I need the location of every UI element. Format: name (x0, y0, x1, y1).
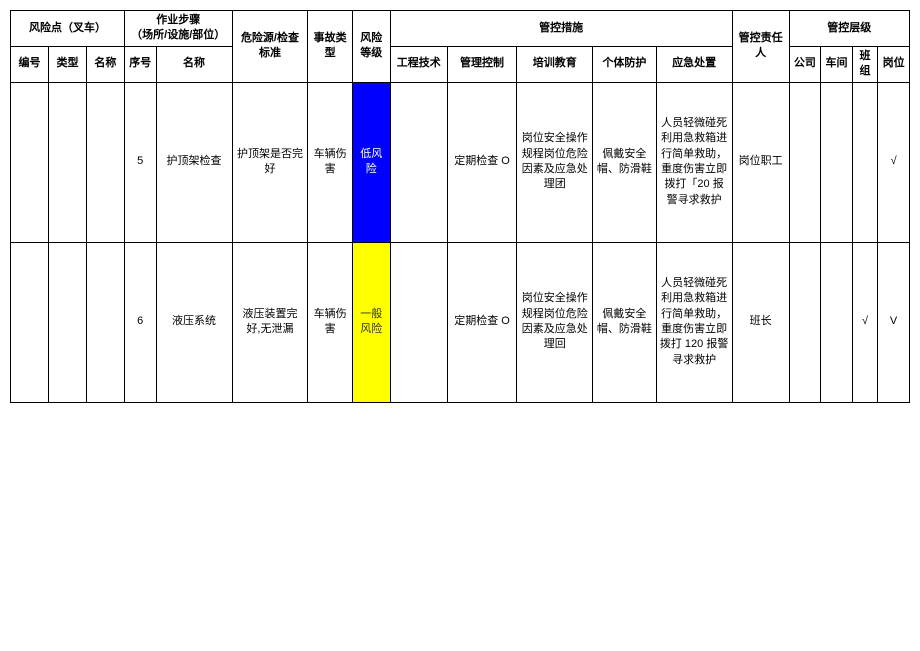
header-step-name: 名称 (156, 46, 232, 82)
cell-seq: 6 (124, 242, 156, 402)
header-company: 公司 (789, 46, 821, 82)
cell-name (86, 82, 124, 242)
cell-mgmt: 定期检查 O (447, 82, 517, 242)
header-mgmt: 管理控制 (447, 46, 517, 82)
header-shop: 车间 (821, 46, 853, 82)
cell-ppe: 佩戴安全帽、防滑鞋 (593, 82, 656, 242)
cell-resp: 班长 (732, 242, 789, 402)
header-risk-level: 风险等级 (352, 11, 390, 83)
cell-shop (821, 242, 853, 402)
header-eng: 工程技术 (390, 46, 447, 82)
cell-risk: 低风险 (352, 82, 390, 242)
cell-type (48, 242, 86, 402)
header-post: 岗位 (878, 46, 910, 82)
cell-eng (390, 82, 447, 242)
table-row: 6 液压系统 液压装置完好,无泄漏 车辆伤害 一般风险 定期检查 O 岗位安全操… (11, 242, 910, 402)
risk-assessment-table: 风险点（叉车） 作业步骤 （场所/设施/部位） 危险源/检查标准 事故类型 风险… (10, 10, 910, 403)
cell-team: √ (852, 242, 877, 402)
cell-shop (821, 82, 853, 242)
cell-company (789, 82, 821, 242)
header-work-step: 作业步骤 （场所/设施/部位） (124, 11, 232, 47)
cell-accident: 车辆伤害 (308, 242, 352, 402)
header-emerg: 应急处置 (656, 46, 732, 82)
cell-id (11, 242, 49, 402)
cell-step-name: 护顶架检查 (156, 82, 232, 242)
cell-ppe: 佩戴安全帽、防滑鞋 (593, 242, 656, 402)
cell-id (11, 82, 49, 242)
header-responsible: 管控责任人 (732, 11, 789, 83)
cell-company (789, 242, 821, 402)
cell-emerg: 人员轻微碰死利用急救箱进行简单救助，重度伤害立即拨打 120 报警寻求救护 (656, 242, 732, 402)
cell-seq: 5 (124, 82, 156, 242)
cell-train: 岗位安全操作规程岗位危险因素及应急处理回 (517, 242, 593, 402)
header-hazard: 危险源/检查标准 (232, 11, 308, 83)
header-train: 培训教育 (517, 46, 593, 82)
cell-hazard: 护顶架是否完好 (232, 82, 308, 242)
table-body: 5 护顶架检查 护顶架是否完好 车辆伤害 低风险 定期检查 O 岗位安全操作规程… (11, 82, 910, 402)
cell-accident: 车辆伤害 (308, 82, 352, 242)
cell-mgmt: 定期检查 O (447, 242, 517, 402)
header-type: 类型 (48, 46, 86, 82)
cell-type (48, 82, 86, 242)
header-seq: 序号 (124, 46, 156, 82)
cell-post: V (878, 242, 910, 402)
header-id: 编号 (11, 46, 49, 82)
cell-post: √ (878, 82, 910, 242)
cell-name (86, 242, 124, 402)
cell-risk: 一般风险 (352, 242, 390, 402)
header-accident: 事故类型 (308, 11, 352, 83)
header-ppe: 个体防护 (593, 46, 656, 82)
table-row: 5 护顶架检查 护顶架是否完好 车辆伤害 低风险 定期检查 O 岗位安全操作规程… (11, 82, 910, 242)
cell-resp: 岗位职工 (732, 82, 789, 242)
cell-train: 岗位安全操作规程岗位危险因素及应急处理团 (517, 82, 593, 242)
cell-emerg: 人员轻微碰死利用急救箱进行简单救助，重度伤害立即拨打「20 报警寻求救护 (656, 82, 732, 242)
cell-step-name: 液压系统 (156, 242, 232, 402)
header-row-1: 风险点（叉车） 作业步骤 （场所/设施/部位） 危险源/检查标准 事故类型 风险… (11, 11, 910, 47)
cell-team (852, 82, 877, 242)
header-team: 班组 (852, 46, 877, 82)
header-name: 名称 (86, 46, 124, 82)
header-control-level: 管控层级 (789, 11, 909, 47)
cell-eng (390, 242, 447, 402)
header-control-measures: 管控措施 (390, 11, 732, 47)
header-risk-point: 风险点（叉车） (11, 11, 125, 47)
cell-hazard: 液压装置完好,无泄漏 (232, 242, 308, 402)
